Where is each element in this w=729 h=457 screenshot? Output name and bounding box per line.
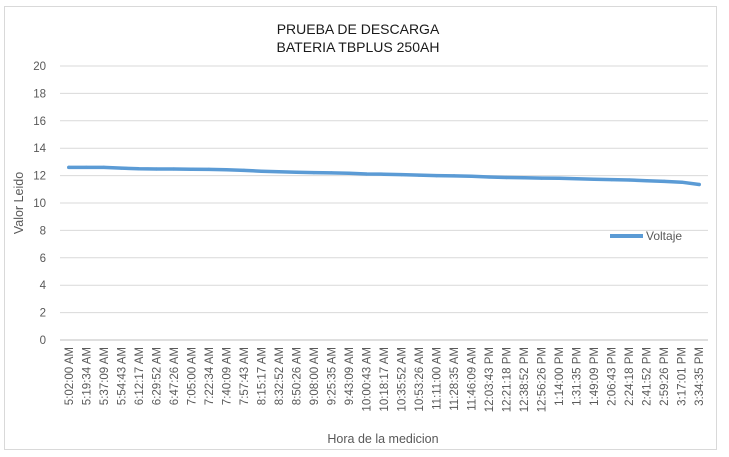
x-tick-label: 5:37:09 AM bbox=[99, 347, 111, 405]
x-tick-label: 5:54:43 AM bbox=[116, 347, 128, 405]
y-tick-label: 2 bbox=[40, 308, 46, 320]
data-point bbox=[242, 168, 246, 172]
chart-title-line-2: BATERIA TBPLUS 250AH bbox=[277, 39, 440, 55]
data-point bbox=[259, 169, 263, 173]
data-point bbox=[102, 165, 106, 169]
x-tick-label: 6:29:52 AM bbox=[151, 347, 163, 405]
data-point bbox=[119, 166, 123, 170]
x-tick-label: 7:40:09 AM bbox=[221, 347, 233, 405]
x-tick-label: 11:11:00 AM bbox=[432, 347, 444, 410]
legend-label: Voltaje bbox=[646, 229, 682, 243]
data-point bbox=[434, 174, 439, 178]
x-tick-label: 9:08:00 AM bbox=[309, 347, 321, 405]
legend: Voltaje bbox=[610, 229, 682, 243]
data-point bbox=[312, 171, 316, 175]
data-point bbox=[417, 173, 421, 177]
data-point bbox=[189, 167, 193, 171]
x-tick-label: 6:12:17 AM bbox=[134, 347, 146, 405]
x-tick-label: 2:41:52 PM bbox=[642, 347, 654, 406]
data-point bbox=[154, 167, 158, 171]
x-tick-label: 12:21:18 PM bbox=[502, 347, 514, 412]
x-tick-label: 1:14:00 PM bbox=[554, 347, 566, 406]
x-tick-label: 5:02:00 AM bbox=[64, 347, 76, 405]
x-tick-label: 3:17:01 PM bbox=[677, 347, 689, 406]
y-tick-label: 14 bbox=[33, 143, 46, 155]
x-tick-label: 1:49:09 PM bbox=[589, 347, 601, 406]
x-tick-label: 11:28:35 AM bbox=[449, 347, 461, 411]
data-point bbox=[364, 172, 369, 176]
y-tick-label: 18 bbox=[33, 88, 46, 100]
y-tick-label: 6 bbox=[40, 253, 46, 265]
x-tick-label: 12:03:43 PM bbox=[484, 347, 496, 412]
data-point bbox=[557, 176, 561, 180]
x-tick-label: 7:05:00 AM bbox=[186, 347, 198, 405]
data-point bbox=[172, 167, 176, 171]
data-point bbox=[662, 179, 666, 183]
data-point bbox=[522, 176, 526, 180]
data-point bbox=[382, 172, 386, 176]
data-point bbox=[645, 179, 649, 183]
y-tick-label: 4 bbox=[40, 280, 47, 292]
x-axis-label: Hora de la medicion bbox=[327, 432, 438, 446]
x-tick-label: 7:57:43 AM bbox=[239, 347, 251, 405]
y-tick-label: 12 bbox=[33, 171, 46, 183]
data-point bbox=[207, 167, 211, 171]
x-tick-label: 9:43:09 AM bbox=[344, 347, 356, 405]
data-point bbox=[540, 176, 544, 180]
y-tick-label: 8 bbox=[40, 225, 46, 237]
x-tick-label: 3:34:35 PM bbox=[694, 347, 706, 406]
data-point bbox=[470, 174, 474, 178]
x-tick-label: 12:56:26 PM bbox=[537, 347, 549, 412]
x-axis-ticks: 5:02:00 AM 5:19:34 AM 5:37:09 AM 5:54:43 AM… bbox=[64, 347, 706, 412]
data-point bbox=[697, 182, 701, 187]
x-tick-label: 2:59:26 PM bbox=[659, 347, 671, 406]
x-tick-label: 12:38:52 PM bbox=[519, 347, 531, 412]
x-tick-label: 2:24:18 PM bbox=[624, 347, 636, 406]
data-point bbox=[680, 180, 684, 184]
x-tick-label: 11:46:09 AM bbox=[467, 347, 479, 411]
data-point bbox=[487, 175, 491, 179]
x-tick-label: 8:15:17 AM bbox=[256, 347, 268, 405]
x-tick-label: 10:18:17 AM bbox=[379, 347, 391, 412]
data-point bbox=[627, 178, 631, 182]
x-tick-label: 8:50:26 AM bbox=[291, 347, 303, 405]
y-tick-label: 16 bbox=[33, 116, 46, 128]
x-tick-label: 10:00:43 AM bbox=[361, 347, 373, 412]
x-tick-label: 9:25:35 AM bbox=[326, 347, 338, 405]
y-tick-label: 0 bbox=[40, 335, 46, 347]
chart-title-line-1: PRUEBA DE DESCARGA bbox=[277, 21, 440, 37]
y-tick-label: 20 bbox=[33, 61, 46, 73]
data-point bbox=[505, 175, 509, 180]
x-tick-label: 10:35:52 AM bbox=[397, 347, 409, 412]
x-tick-label: 1:31:35 PM bbox=[572, 347, 584, 406]
gridlines bbox=[60, 65, 708, 341]
y-axis-ticks: 0 2 4 6 8 10 12 14 16 18 20 bbox=[33, 61, 46, 347]
x-tick-label: 7:22:34 AM bbox=[204, 347, 216, 405]
data-point bbox=[294, 170, 298, 174]
x-tick-label: 5:19:34 AM bbox=[81, 347, 93, 405]
y-tick-label: 10 bbox=[33, 198, 46, 210]
data-point bbox=[452, 174, 456, 178]
chart-area bbox=[4, 6, 717, 450]
series-layer bbox=[67, 165, 701, 187]
data-point bbox=[610, 178, 614, 182]
data-point bbox=[84, 165, 88, 169]
data-point bbox=[224, 168, 228, 172]
data-point bbox=[329, 171, 334, 175]
data-point bbox=[347, 171, 351, 175]
data-point bbox=[277, 170, 281, 174]
data-point bbox=[137, 167, 141, 171]
data-point bbox=[67, 165, 71, 169]
x-tick-label: 2:06:43 PM bbox=[607, 347, 619, 406]
data-point bbox=[592, 177, 596, 181]
data-point bbox=[399, 173, 404, 177]
x-tick-label: 10:53:26 AM bbox=[414, 347, 426, 412]
y-axis-label: Valor Leido bbox=[12, 172, 26, 234]
data-point bbox=[575, 177, 579, 181]
x-tick-label: 6:47:26 AM bbox=[169, 347, 181, 405]
x-tick-label: 8:32:52 AM bbox=[274, 347, 286, 405]
